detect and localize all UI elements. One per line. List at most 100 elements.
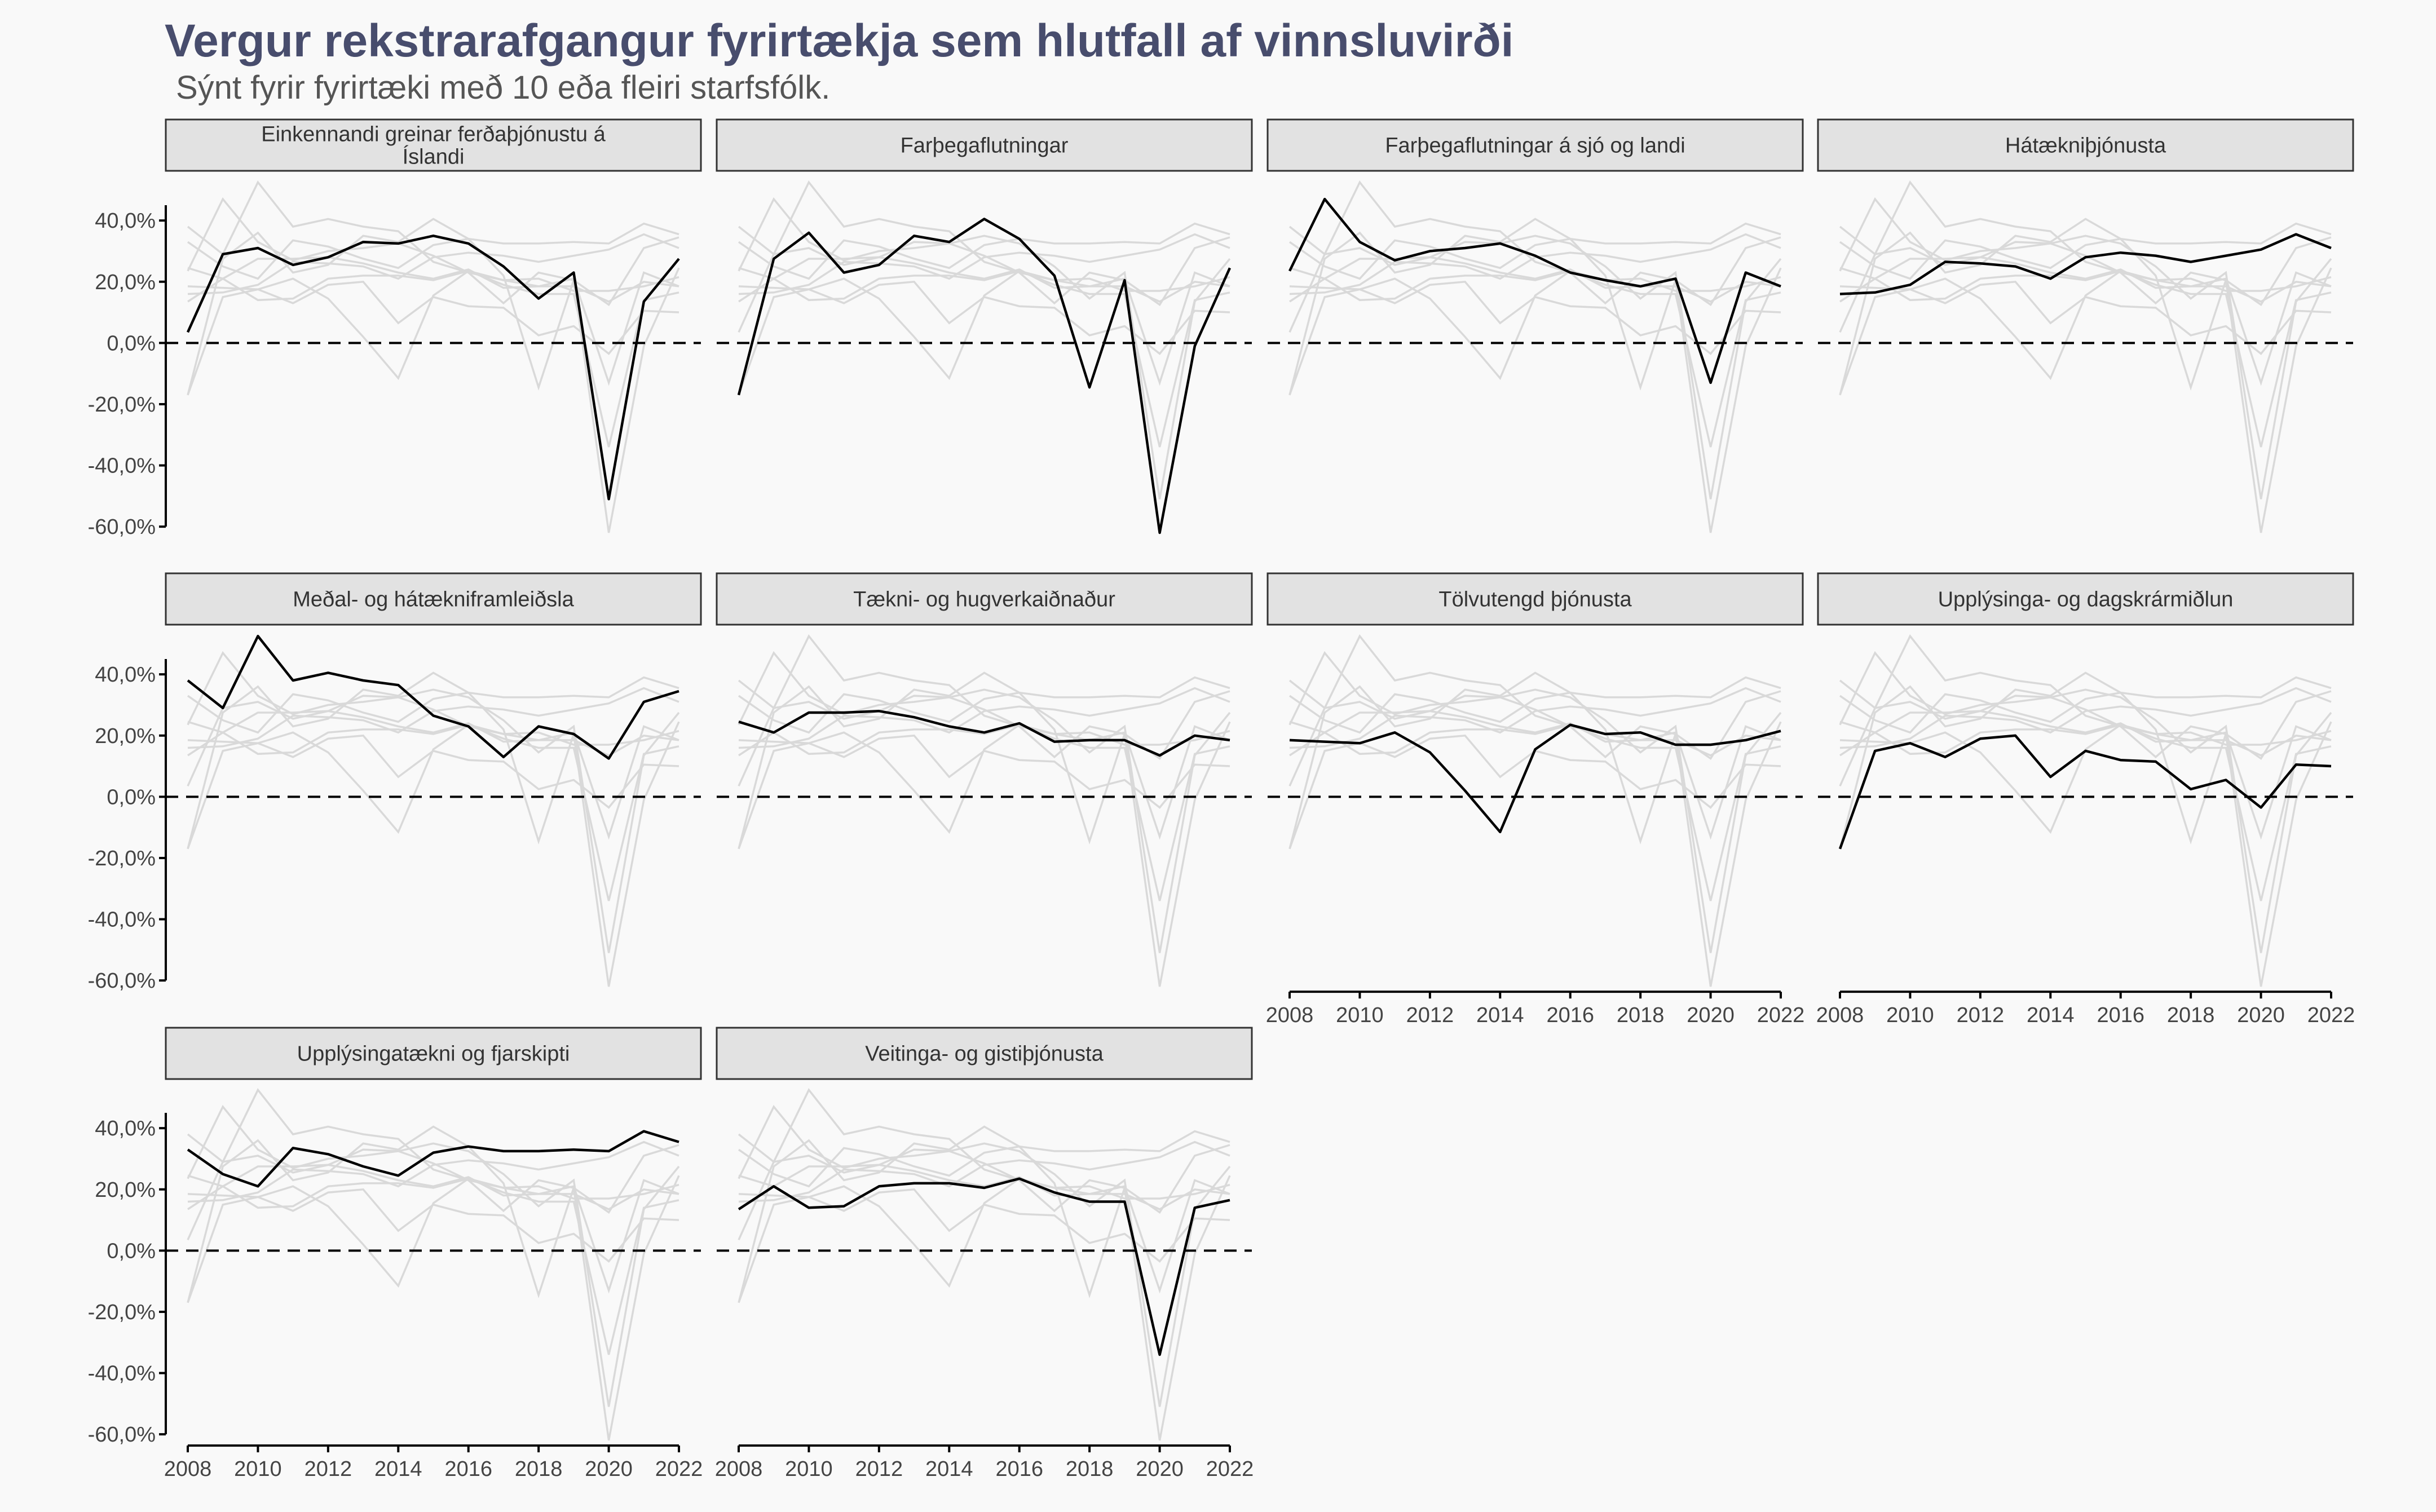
facet-panel: Tölvutengd þjónusta 2008 2010 2012 2014 2016 2… xyxy=(1266,572,1804,1027)
background-series-line xyxy=(187,723,679,901)
series-line xyxy=(1288,197,1781,384)
facet-strip xyxy=(1266,118,1804,172)
background-series-line xyxy=(187,197,679,386)
facet-panel: Farþegaflutningar á sjó og landi xyxy=(1266,118,1804,533)
facet-strip-label: Upplýsinga- og dagskrármiðlun xyxy=(1938,588,2234,612)
facet-strip-label: Tölvutengd þjónusta xyxy=(1438,588,1632,612)
background-series-line xyxy=(738,1142,1231,1407)
background-series-line xyxy=(187,1104,679,1294)
x-tick-label: 2016 xyxy=(444,1457,492,1481)
x-tick-label: 2008 xyxy=(1816,1003,1864,1027)
series-line xyxy=(1289,723,1781,834)
x-tick-label: 2010 xyxy=(785,1457,833,1481)
background-series-line xyxy=(738,688,1231,953)
facet-strip xyxy=(1266,572,1804,626)
y-tick-label: -40,0% xyxy=(88,908,156,932)
background-series-line xyxy=(1839,688,2332,953)
series-line xyxy=(1839,233,2332,295)
background-series-line xyxy=(1288,280,1781,396)
background-series-line xyxy=(1289,723,1781,901)
background-series-line xyxy=(1839,710,2332,757)
x-tick-label: 2008 xyxy=(715,1457,763,1481)
background-series-line xyxy=(1839,723,2332,834)
background-series-line xyxy=(738,256,1230,303)
x-tick-label: 2012 xyxy=(855,1457,903,1481)
x-tick-label: 2016 xyxy=(995,1457,1043,1481)
background-series-line xyxy=(738,1188,1230,1303)
background-series-line xyxy=(738,734,1230,850)
background-series-line xyxy=(187,1125,680,1441)
series-line xyxy=(187,1130,679,1188)
y-tick-label: -20,0% xyxy=(88,847,156,870)
background-series-line xyxy=(1839,280,2332,396)
background-series-line xyxy=(187,1177,679,1355)
facet-panel: Farþegaflutningar xyxy=(716,118,1253,534)
facet-strip-label: Meðal- og hátækniframleiðsla xyxy=(293,588,574,612)
background-series-line xyxy=(1289,710,1781,757)
x-tick-label: 2018 xyxy=(515,1457,563,1481)
x-tick-label: 2014 xyxy=(2027,1003,2075,1027)
background-series-line xyxy=(1839,197,2332,386)
x-tick-label: 2020 xyxy=(1687,1003,1735,1027)
background-series-line xyxy=(738,671,1231,987)
series-line xyxy=(1838,734,2332,850)
x-tick-label: 2020 xyxy=(2237,1003,2285,1027)
x-tick-label: 2022 xyxy=(2307,1003,2355,1027)
x-tick-label: 2014 xyxy=(374,1457,422,1481)
background-series-line xyxy=(1288,218,1782,533)
background-series-line xyxy=(187,1188,679,1303)
background-series-line xyxy=(1839,723,2332,901)
facet-strip xyxy=(165,572,702,626)
background-series-line xyxy=(738,1104,1230,1294)
background-series-line xyxy=(187,676,679,734)
x-tick-label: 2018 xyxy=(1617,1003,1665,1027)
y-tick-label: -60,0% xyxy=(88,969,156,993)
background-series-line xyxy=(1839,256,2332,303)
x-tick-label: 2016 xyxy=(2097,1003,2144,1027)
background-series-line xyxy=(738,269,1230,381)
facet-strip-label: Hátækniþjónusta xyxy=(2005,134,2166,158)
x-tick-label: 2018 xyxy=(1066,1457,1114,1481)
background-series-line xyxy=(738,269,1230,448)
facet-strip-label: Farþegaflutningar á sjó og landi xyxy=(1385,134,1685,158)
background-series-line xyxy=(1289,256,1781,303)
background-series-line xyxy=(738,651,1230,840)
facet-strip-label: Tækni- og hugverkaiðnaður xyxy=(853,588,1115,612)
background-series-line xyxy=(1839,687,2332,749)
background-series-line xyxy=(187,1140,679,1203)
y-tick-label: -40,0% xyxy=(88,1362,156,1386)
x-tick-label: 2012 xyxy=(304,1457,352,1481)
background-series-line xyxy=(187,1142,680,1407)
y-tick-label: 40,0% xyxy=(95,663,156,687)
background-series-line xyxy=(187,688,680,953)
background-series-line xyxy=(1288,688,1782,953)
facet-strip xyxy=(716,572,1253,626)
facet-panel: Meðal- og hátækniframleiðsla 40,0% 20,0% 0,… xyxy=(88,572,702,993)
y-tick-label: 40,0% xyxy=(95,1117,156,1140)
background-series-line xyxy=(738,723,1230,901)
background-series-line xyxy=(1839,676,2332,734)
background-series-line xyxy=(187,1177,679,1288)
facet-strip xyxy=(716,1027,1253,1080)
background-series-line xyxy=(187,269,679,448)
background-series-line xyxy=(738,1130,1230,1188)
x-tick-label: 2020 xyxy=(585,1457,633,1481)
series-line xyxy=(186,235,680,501)
facet-panel: Tækni- og hugverkaiðnaður xyxy=(716,572,1253,987)
x-tick-label: 2016 xyxy=(1546,1003,1594,1027)
x-tick-label: 2018 xyxy=(2167,1003,2215,1027)
background-series-line xyxy=(187,1164,679,1210)
background-series-line xyxy=(187,269,679,381)
facet-panel: Hátækniþjónusta xyxy=(1817,118,2354,533)
facet-strip xyxy=(165,1027,702,1080)
background-series-line xyxy=(187,256,679,303)
x-tick-label: 2008 xyxy=(1266,1003,1314,1027)
background-series-line xyxy=(738,1164,1230,1210)
x-tick-label: 2010 xyxy=(1886,1003,1934,1027)
facet-strip-label: Upplýsingatækni og fjarskipti xyxy=(297,1042,570,1066)
background-series-line xyxy=(738,676,1230,734)
background-series-line xyxy=(1839,269,2332,381)
x-tick-label: 2010 xyxy=(1336,1003,1384,1027)
chart-title: Vergur rekstrarafgangur fyrirtækja sem h… xyxy=(165,15,1514,67)
